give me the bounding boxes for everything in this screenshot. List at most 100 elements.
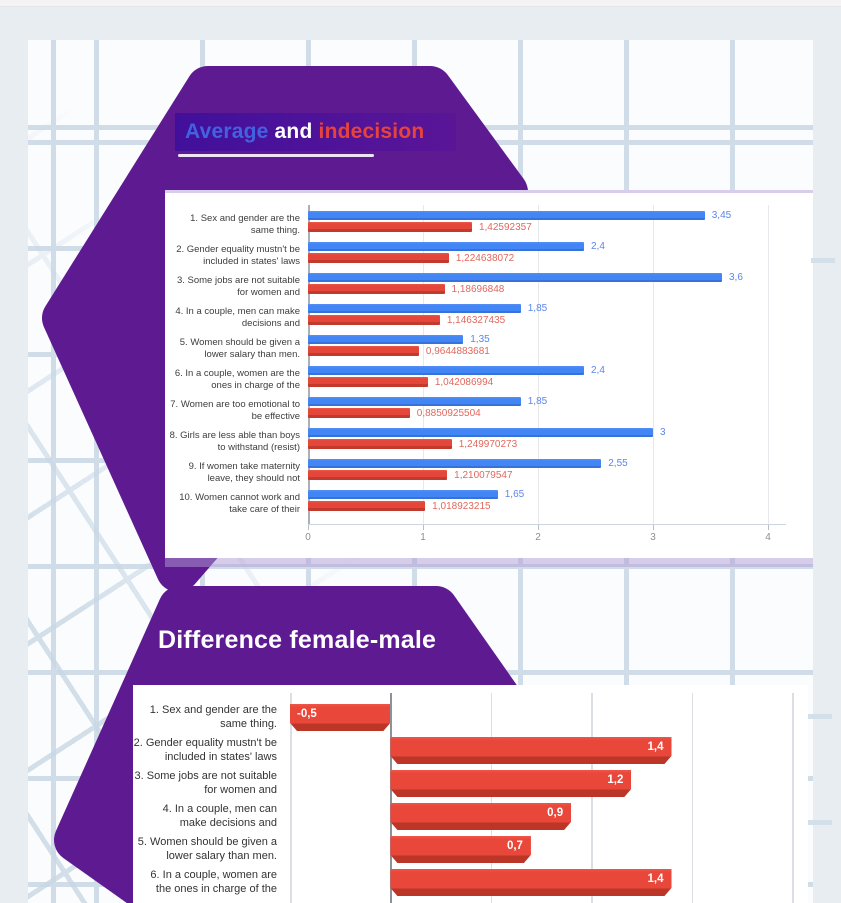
bar-average	[308, 304, 521, 313]
bar-indecision	[308, 315, 440, 325]
gridline	[290, 693, 292, 903]
gridline	[423, 205, 424, 525]
value-label: 1,249970273	[458, 439, 518, 450]
bar-average	[308, 211, 705, 220]
bar-difference	[390, 770, 631, 797]
bar-average	[308, 366, 584, 375]
bar-indecision	[308, 377, 428, 387]
category-label: 2. Gender equality mustn't be included i…	[133, 737, 277, 763]
value-label: 0,9	[547, 807, 564, 819]
value-label: 1,42592357	[478, 222, 532, 233]
value-label: 1,224638072	[455, 253, 515, 264]
bar-indecision	[308, 408, 410, 418]
category-label: 4. In a couple, men can make decisions a…	[162, 803, 277, 829]
gridline	[591, 693, 593, 903]
value-label: 1,85	[527, 303, 548, 314]
bar-indecision	[308, 346, 419, 356]
category-label: 10. Women cannot work and take care of t…	[179, 492, 300, 515]
gridline	[308, 205, 310, 525]
axis-tick-label: 0	[305, 532, 311, 543]
bar-indecision	[308, 253, 449, 263]
gridline	[538, 205, 539, 525]
bar-difference	[290, 704, 390, 731]
grid-stub	[808, 714, 832, 719]
category-label: 3. Some jobs are not suitable for women …	[134, 770, 277, 796]
category-label: 2. Gender equality mustn't be included i…	[176, 244, 300, 267]
chart1-panel: 0 1 2 3 4 1. Sex and gender are the same thin…	[165, 190, 813, 558]
category-label: 1. Sex and gender are the same thing.	[149, 704, 277, 730]
axis-tick	[308, 525, 309, 530]
title-word-and: and	[268, 120, 319, 143]
section1-title: Average and indecision	[175, 113, 456, 151]
bar-indecision	[308, 470, 448, 480]
axis-tick-label: 4	[765, 532, 771, 543]
gridline	[792, 693, 794, 903]
category-label: 7. Women are too emotional to be effecti…	[170, 399, 300, 422]
category-label: 3. Some jobs are not suitable for women …	[176, 275, 300, 298]
value-label: 0,8850925504	[416, 408, 481, 419]
value-label: 1,042086994	[434, 377, 494, 388]
bar-indecision	[308, 439, 452, 449]
bar-average	[308, 459, 602, 468]
grid-stub	[808, 820, 832, 825]
bar-indecision	[308, 284, 445, 294]
value-label: -0,5	[297, 708, 317, 720]
bar-average	[308, 335, 464, 344]
title-underline	[178, 154, 374, 157]
bar-average	[308, 242, 584, 251]
bar-average	[308, 273, 722, 282]
bar-average	[308, 397, 521, 406]
value-label: 1,4	[647, 741, 664, 753]
top-strip	[0, 0, 841, 7]
value-label: 1,146327435	[446, 315, 506, 326]
category-label: 8. Girls are less able than boys to with…	[169, 430, 300, 453]
value-label: 1,85	[527, 396, 548, 407]
value-label: 1,210079547	[454, 470, 513, 481]
value-label: 2,55	[608, 458, 628, 469]
gridline	[390, 693, 393, 903]
value-label: 1,18696848	[451, 284, 505, 295]
category-label: 9. If women take maternity leave, they s…	[188, 461, 300, 484]
value-label: 0,7	[506, 840, 523, 852]
slide: Average and indecision 0 1 2 3 4 1. Sex and g…	[28, 40, 813, 903]
bar-difference	[390, 836, 531, 863]
value-label: 1,4	[647, 873, 664, 885]
title-word-average: Average	[185, 120, 269, 143]
category-label: 1. Sex and gender are the same thing.	[190, 213, 300, 236]
category-label: 5. Women should be given a lower salary …	[137, 836, 277, 862]
chart1-panel-shadow	[165, 558, 813, 567]
category-label: 5. Women should be given a lower salary …	[179, 337, 300, 360]
axis-tick	[423, 525, 424, 530]
axis-tick-label: 2	[535, 532, 541, 543]
value-label: 1,65	[504, 489, 525, 500]
gridline	[653, 205, 654, 525]
value-label: 0,9644883681	[425, 346, 490, 357]
category-label: 6. In a couple, women are the ones in ch…	[150, 869, 277, 895]
section2-title: Difference female-male	[158, 626, 437, 654]
category-label: 6. In a couple, women are the ones in ch…	[174, 368, 300, 391]
axis-tick	[653, 525, 654, 530]
value-label: 1,018923215	[432, 501, 491, 512]
value-label: 1,35	[470, 334, 490, 345]
bar-indecision	[308, 501, 426, 511]
axis-tick	[538, 525, 539, 530]
axis-tick	[768, 525, 769, 530]
gridline	[490, 693, 493, 903]
bar-average	[308, 428, 653, 437]
title-word-indecision: indecision	[318, 120, 425, 143]
value-label: 3	[660, 427, 666, 438]
chart2-panel: 1. Sex and gender are the same thing. -0,…	[133, 685, 808, 903]
gridline	[768, 205, 769, 525]
value-label: 3,45	[711, 210, 732, 221]
axis-tick-label: 1	[420, 532, 426, 543]
bar-difference	[390, 869, 671, 896]
value-label: 2,4	[591, 241, 605, 252]
value-label: 1,2	[607, 774, 624, 786]
axis-baseline	[308, 524, 786, 525]
bar-indecision	[308, 222, 472, 232]
value-label: 3,6	[729, 272, 743, 283]
value-label: 2,4	[591, 365, 605, 376]
bar-average	[308, 490, 498, 499]
gridline	[691, 693, 694, 903]
